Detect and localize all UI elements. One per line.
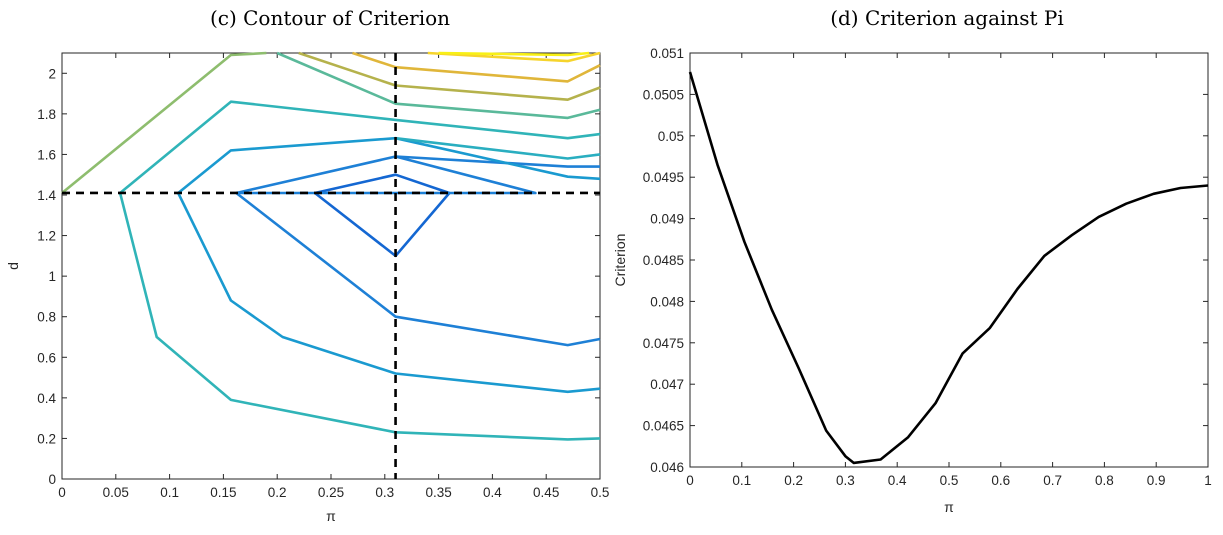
y-tick-label: 0.048	[650, 294, 684, 309]
y-tick-label: 0.2	[37, 431, 56, 446]
x-tick-label: 0.4	[888, 473, 907, 488]
x-axis-label: π	[944, 499, 954, 515]
y-tick-label: 0.049	[650, 212, 684, 227]
contour-line	[118, 100, 601, 441]
x-tick-label: 0.5	[940, 473, 959, 488]
y-tick-label: 0.6	[37, 350, 56, 365]
y-axis-label: d	[5, 262, 21, 270]
x-tick-label: 0.4	[483, 485, 502, 500]
y-tick-label: 0.051	[650, 46, 684, 61]
contour-chart-panel: (c) Contour of Criterion 0 0.05 0.1 0.15 0.2…	[5, 6, 609, 524]
contour-line	[438, 51, 590, 57]
y-tick-label: 0.05	[658, 129, 684, 144]
y-tick-label: 1.6	[37, 147, 56, 162]
x-tick-label: 0	[686, 473, 694, 488]
x-tick-label: 0	[58, 485, 66, 500]
y-tick-label: 0.047	[650, 377, 684, 392]
y-tick-label: 0.0505	[643, 87, 684, 102]
x-tick-label: 0.3	[836, 473, 855, 488]
y-tick-label: 0.0465	[643, 419, 684, 434]
y-tick-label: 0	[48, 472, 56, 487]
y-tick-label: 2	[48, 66, 56, 81]
x-tick-label: 0.15	[210, 485, 236, 500]
y-tick-label: 0.0485	[643, 253, 684, 268]
x-tick-label: 0.8	[1095, 473, 1114, 488]
x-tick-label: 0.6	[991, 473, 1010, 488]
contour-line	[61, 51, 267, 195]
x-tick-label: 0.35	[425, 485, 451, 500]
x-axis-label: π	[326, 508, 336, 524]
x-tick-label: 1	[1204, 473, 1212, 488]
contour-line	[427, 51, 601, 63]
x-tick-label: 0.3	[375, 485, 394, 500]
x-tick-label: 0.2	[784, 473, 803, 488]
contour-line	[236, 155, 600, 195]
chart-title: (c) Contour of Criterion	[210, 6, 450, 30]
y-tick-label: 1.2	[37, 229, 56, 244]
contour-lines	[61, 51, 601, 441]
x-tick-label: 0.2	[268, 485, 287, 500]
x-tick-label: 0.9	[1147, 473, 1166, 488]
series-lines	[688, 71, 1209, 465]
axis-ticks: 0 0.1 0.2 0.3 0.4 0.5 0.6 0.7 0.8 0.9 1 0.046 0.0465…	[643, 46, 1212, 488]
axis-ticks: 0 0.05 0.1 0.15 0.2 0.25 0.3 0.35 0.4 0.45 0.5 0 0.2…	[37, 53, 609, 500]
x-tick-label: 0.7	[1043, 473, 1062, 488]
y-tick-label: 0.0475	[643, 336, 684, 351]
contour-line	[352, 51, 601, 83]
plot-area	[689, 52, 1209, 468]
y-axis-label: Criterion	[612, 234, 628, 287]
x-tick-label: 0.45	[533, 485, 559, 500]
contour-line	[395, 136, 601, 160]
optimum-crosshair	[62, 53, 600, 479]
chart-title: (d) Criterion against Pi	[830, 6, 1064, 30]
contour-line	[176, 136, 601, 394]
x-tick-label: 0.25	[318, 485, 344, 500]
y-tick-label: 1.4	[37, 188, 56, 203]
criterion-line-chart-panel: (d) Criterion against Pi 0 0.1 0.2 0.3 0.4 0.…	[612, 6, 1212, 515]
x-tick-label: 0.1	[160, 485, 179, 500]
y-tick-label: 0.046	[650, 460, 684, 475]
y-tick-label: 0.0495	[643, 170, 684, 185]
contour-line	[276, 51, 601, 120]
y-tick-label: 0.8	[37, 310, 56, 325]
series-line	[688, 71, 1209, 465]
x-tick-label: 0.5	[591, 485, 610, 500]
y-tick-label: 0.4	[37, 391, 56, 406]
x-tick-label: 0.05	[103, 485, 129, 500]
y-tick-label: 1.8	[37, 107, 56, 122]
contour-line	[298, 51, 601, 101]
y-tick-label: 1	[48, 269, 56, 284]
x-tick-label: 0.1	[732, 473, 751, 488]
contour-line	[235, 191, 601, 347]
